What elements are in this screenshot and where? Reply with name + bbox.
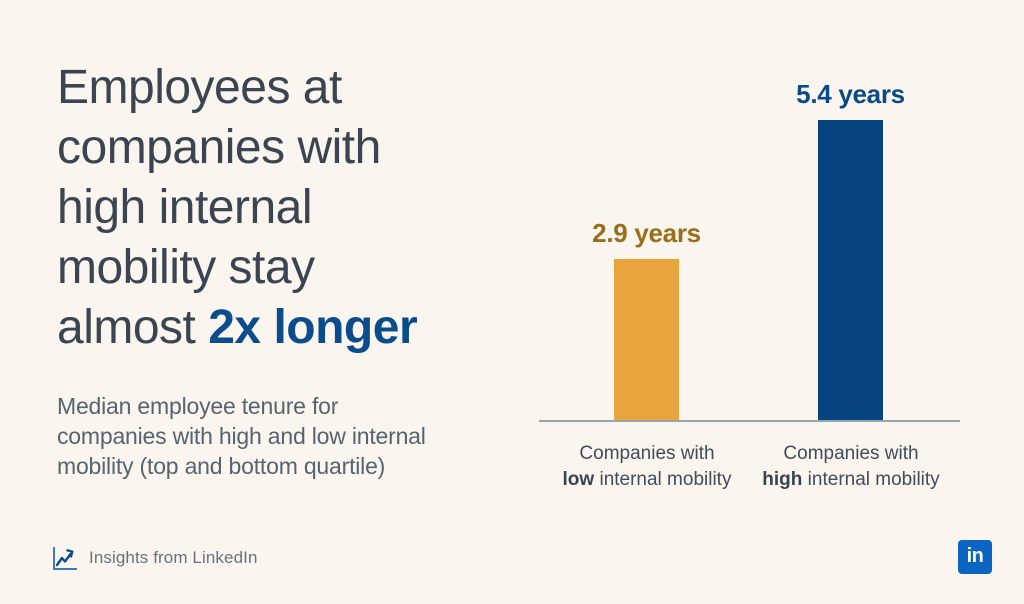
source-label: Insights from LinkedIn <box>89 548 258 567</box>
headline: Employees at companies with high interna… <box>57 58 418 358</box>
headline-final-line: almost 2x longer <box>57 298 418 358</box>
category-label-high: Companies with high internal mobility <box>731 441 971 493</box>
category-label-line1: Companies with <box>783 443 919 464</box>
headline-accent-text: 2x longer <box>208 301 418 354</box>
headline-line: companies with <box>57 121 381 174</box>
category-bold-word: high <box>762 469 803 490</box>
headline-line: Employees at <box>57 61 342 114</box>
bar-high-mobility: 5.4 years <box>796 79 905 420</box>
category-remainder: internal mobility <box>594 469 732 490</box>
headline-final-prefix: almost <box>57 301 209 354</box>
bar-low-mobility: 2.9 years <box>592 218 701 420</box>
subtitle-line: mobility (top and bottom quartile) <box>57 453 386 479</box>
subtitle-line: Median employee tenure for <box>57 393 339 419</box>
category-remainder: internal mobility <box>802 469 940 490</box>
trend-line-chart-icon <box>53 547 77 570</box>
category-bold-word: low <box>562 469 595 490</box>
linkedin-logo: in <box>958 540 992 574</box>
subtitle-line: companies with high and low internal <box>57 423 426 449</box>
chart-subtitle: Median employee tenure for companies wit… <box>57 391 426 481</box>
value-label-high: 5.4 years <box>796 79 905 109</box>
headline-line: high internal <box>57 181 313 234</box>
value-label-low: 2.9 years <box>592 218 701 248</box>
bar-chart-plot-area: 2.9 years 5.4 years <box>539 0 960 420</box>
x-axis-line <box>539 420 960 422</box>
category-label-line1: Companies with <box>579 443 715 464</box>
category-label-low: Companies with low internal mobility <box>527 441 767 493</box>
headline-line: mobility stay <box>57 241 315 294</box>
source-attribution: Insights from LinkedIn <box>50 544 258 572</box>
